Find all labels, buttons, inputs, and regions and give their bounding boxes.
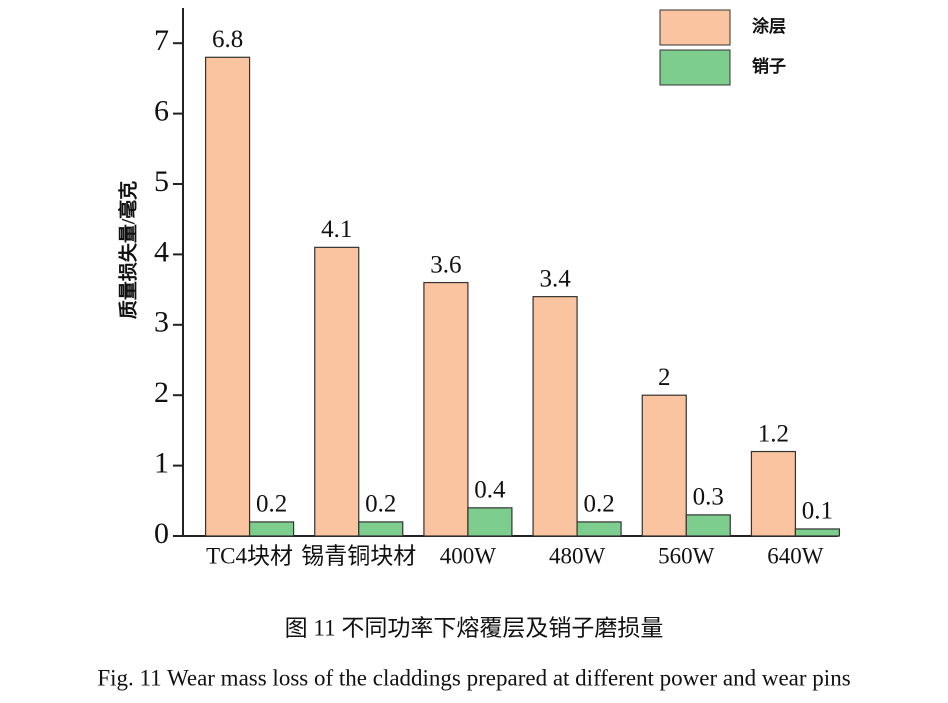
bar	[750, 450, 797, 537]
bar	[423, 281, 469, 537]
x-tick-label: 锡青铜块材	[301, 543, 416, 568]
x-tick-label: 560W	[658, 543, 715, 568]
y-tick-label: 0	[154, 517, 169, 550]
bar	[467, 507, 513, 537]
value-label: 0.2	[256, 491, 287, 518]
value-label: 3.4	[539, 265, 571, 292]
x-tick-label: TC4块材	[206, 543, 293, 568]
bar	[358, 521, 404, 537]
x-tick-label: 400W	[440, 543, 497, 568]
value-label: 0.1	[802, 498, 833, 525]
legend-label: 销子	[752, 56, 786, 76]
value-label: 0.2	[365, 491, 396, 518]
caption-en: Fig. 11 Wear mass loss of the claddings …	[97, 665, 850, 690]
x-tick-label: 640W	[767, 543, 824, 568]
value-label: 4.1	[321, 216, 352, 243]
bar	[248, 521, 295, 537]
y-tick-label: 3	[154, 306, 169, 339]
y-tick-label: 4	[154, 235, 169, 268]
bar	[314, 246, 360, 537]
caption: 图 11 不同功率下熔覆层及销子磨损量	[285, 615, 664, 640]
y-tick-label: 6	[154, 94, 169, 127]
bar	[576, 521, 622, 537]
y-tick-label: 5	[154, 165, 169, 198]
bar	[532, 296, 578, 537]
legend-swatch	[659, 9, 731, 46]
value-label: 6.8	[212, 26, 243, 53]
x-tick-label: 480W	[549, 543, 606, 568]
y-tick-label: 7	[154, 24, 169, 57]
legend-label: 涂层	[752, 16, 786, 36]
value-label: 2	[658, 364, 671, 391]
bar	[685, 514, 731, 537]
bar	[794, 528, 841, 537]
y-tick-label: 2	[154, 376, 169, 409]
legend-swatch	[659, 49, 731, 86]
bar	[204, 56, 251, 537]
value-label: 0.2	[583, 491, 614, 518]
y-axis-label: 质量损失量/毫克	[116, 181, 139, 319]
bar	[641, 394, 687, 537]
value-label: 0.3	[693, 484, 724, 511]
value-label: 1.2	[758, 420, 789, 447]
value-label: 3.6	[430, 251, 461, 278]
y-tick-label: 1	[154, 446, 169, 479]
value-label: 0.4	[474, 477, 506, 504]
